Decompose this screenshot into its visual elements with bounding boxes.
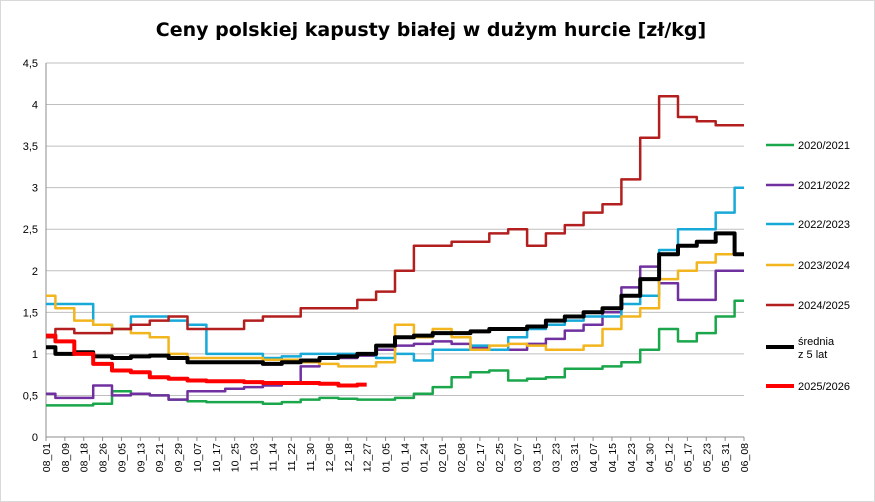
x-tick-label: 09_13 bbox=[135, 443, 147, 472]
series-line-2025-2026 bbox=[46, 333, 367, 388]
x-tick-label: 10_25 bbox=[230, 443, 242, 472]
x-tick-label: 03_23 bbox=[550, 443, 562, 472]
legend-label: 2025/2026 bbox=[798, 381, 850, 393]
x-tick-label: 12_18 bbox=[343, 443, 355, 472]
y-tick-label: 2 bbox=[32, 266, 38, 278]
x-tick-label: 10_07 bbox=[192, 443, 204, 472]
y-tick-label: 3,5 bbox=[23, 141, 38, 153]
y-tick-label: 1 bbox=[32, 349, 38, 361]
x-tick-label: 02_25 bbox=[494, 443, 506, 472]
x-tick-label: 09_05 bbox=[116, 443, 128, 472]
y-tick-label: 2,5 bbox=[23, 224, 38, 236]
x-tick-label: 11_22 bbox=[286, 443, 298, 472]
legend-label: 2022/2023 bbox=[798, 219, 850, 231]
y-tick-label: 4 bbox=[32, 100, 38, 112]
x-tick-label: 08_26 bbox=[98, 443, 110, 472]
x-tick-label: 05_23 bbox=[701, 443, 713, 472]
y-tick-label: 0,5 bbox=[23, 390, 38, 402]
x-tick-label: 02_01 bbox=[437, 443, 449, 472]
x-tick-label: 04_07 bbox=[588, 443, 600, 472]
x-tick-label: 05_12 bbox=[664, 443, 676, 472]
y-tick-label: 1,5 bbox=[23, 307, 38, 319]
x-tick-label: 12_27 bbox=[362, 443, 374, 472]
legend-label: średnia z 5 lat bbox=[798, 336, 835, 361]
x-tick-label: 06_08 bbox=[739, 443, 751, 472]
x-tick-label: 03_07 bbox=[513, 443, 525, 472]
series-line--rednia-z-5-lat bbox=[46, 231, 744, 366]
x-tick-label: 11_30 bbox=[305, 443, 317, 472]
y-tick-label: 0 bbox=[32, 432, 38, 444]
chart-title: Ceny polskiej kapusty białej w dużym hur… bbox=[155, 19, 707, 41]
x-tick-label: 02_08 bbox=[456, 443, 468, 472]
x-tick-label: 05_17 bbox=[682, 443, 694, 472]
x-tick-label: 11_14 bbox=[267, 443, 279, 472]
x-tick-label: 08_18 bbox=[79, 443, 91, 472]
x-tick-label: 09_21 bbox=[154, 443, 166, 472]
x-tick-label: 03_15 bbox=[531, 443, 543, 472]
x-tick-label: 03_31 bbox=[569, 443, 581, 472]
x-tick-label: 01_24 bbox=[418, 443, 430, 472]
x-tick-label: 11_03 bbox=[249, 443, 261, 472]
x-tick-label: 05_31 bbox=[720, 443, 732, 472]
legend-label: 2024/2025 bbox=[798, 300, 850, 312]
series-line-2023-2024 bbox=[46, 252, 744, 368]
legend-label: 2023/2024 bbox=[798, 260, 850, 272]
x-tick-label: 02_17 bbox=[475, 443, 487, 472]
legend-label: 2021/2022 bbox=[798, 180, 850, 192]
x-tick-label: 04_30 bbox=[645, 443, 657, 472]
x-tick-label: 10_17 bbox=[211, 443, 223, 472]
y-tick-label: 3 bbox=[32, 183, 38, 195]
legend-label: 2020/2021 bbox=[798, 140, 850, 152]
x-tick-label: 04_23 bbox=[626, 443, 638, 472]
x-tick-label: 08_09 bbox=[60, 443, 72, 472]
x-tick-label: 08_01 bbox=[41, 443, 53, 472]
x-tick-label: 01_14 bbox=[399, 443, 411, 472]
series-line-2024-2025 bbox=[46, 94, 744, 339]
y-tick-label: 4,5 bbox=[23, 58, 38, 70]
x-tick-label: 12_08 bbox=[324, 443, 336, 472]
x-tick-label: 01_05 bbox=[381, 443, 393, 472]
x-tick-label: 09_29 bbox=[173, 443, 185, 472]
x-tick-label: 04_15 bbox=[607, 443, 619, 472]
